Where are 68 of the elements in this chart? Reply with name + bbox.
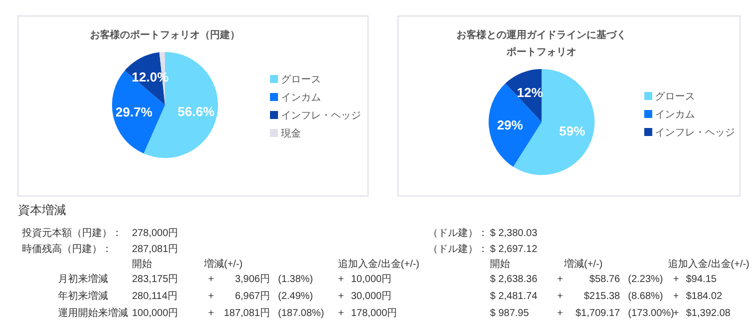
text: 10,000円 bbox=[351, 274, 392, 285]
text: $1,392.08 bbox=[686, 308, 731, 319]
text: + bbox=[557, 274, 564, 285]
legend-label: グロース bbox=[281, 74, 321, 86]
text: + bbox=[557, 308, 564, 319]
legend-label: 現金 bbox=[281, 128, 301, 140]
text: 開始 bbox=[132, 259, 152, 270]
text: + bbox=[338, 308, 344, 319]
text: $184.02 bbox=[686, 291, 723, 302]
text: $ 2,481.74 bbox=[490, 291, 538, 302]
text: + bbox=[338, 274, 344, 285]
text: 追加入金/出金(+/-) bbox=[668, 258, 750, 270]
text: 178,000円 bbox=[351, 308, 398, 319]
text: 時価残高（円建）： bbox=[22, 243, 112, 255]
legend-label: インフレ・ヘッジ bbox=[655, 128, 736, 138]
text: + bbox=[208, 291, 214, 302]
text: 278,000円 bbox=[132, 228, 178, 239]
legend-label: インカム bbox=[655, 110, 696, 120]
text: 280,114円 bbox=[132, 291, 178, 302]
text: 月初来増減 bbox=[58, 273, 108, 285]
chart-title: お客様のポートフォリオ（円建） bbox=[90, 29, 240, 41]
text: + bbox=[208, 308, 214, 319]
text: 100,000円 bbox=[132, 308, 178, 319]
text: $ 2,697.12 bbox=[490, 244, 538, 255]
chart-title: お客様との運用ガイドラインに基づくポートフォリオ bbox=[456, 29, 627, 58]
text: + bbox=[673, 291, 680, 302]
text: $94.15 bbox=[686, 274, 718, 285]
text: $ 2,638.36 bbox=[490, 274, 538, 285]
text: 運用開始来増減 bbox=[58, 307, 128, 319]
text: 資本増減 bbox=[18, 203, 66, 217]
text: + bbox=[557, 291, 564, 302]
text: 3,906円 bbox=[234, 274, 270, 285]
data-label: 56.6% bbox=[178, 104, 215, 120]
text: $ 2,380.03 bbox=[490, 228, 538, 239]
text: (1.38%) bbox=[278, 274, 314, 285]
text: （ドル建）： bbox=[428, 243, 488, 255]
text: 283,175円 bbox=[132, 274, 178, 285]
text: 追加入金/出金(+/-) bbox=[338, 258, 420, 270]
text: + bbox=[673, 308, 680, 319]
text: $215.38 bbox=[584, 291, 620, 302]
legend-label: グロース bbox=[655, 92, 696, 102]
text: $ 987.95 bbox=[490, 308, 530, 319]
text: $1,709.17 bbox=[576, 308, 620, 319]
text: (2.23%) bbox=[628, 274, 664, 285]
text: (173.00%) bbox=[628, 308, 674, 319]
text: 187,081円 bbox=[224, 308, 270, 319]
text: （ドル建）： bbox=[428, 227, 488, 239]
text: (187.08%) bbox=[278, 308, 324, 319]
data-label: 29% bbox=[496, 117, 524, 132]
text: 30,000円 bbox=[351, 291, 392, 302]
data-label: 29.7% bbox=[116, 104, 153, 120]
text: 増減(+/-) bbox=[563, 258, 603, 270]
text: 開始 bbox=[490, 259, 510, 270]
data-label: 59% bbox=[559, 123, 586, 138]
legend-label: インカム bbox=[281, 92, 321, 104]
text: 年初来増減 bbox=[58, 290, 108, 302]
pie-slice bbox=[488, 83, 542, 167]
text: $58.76 bbox=[589, 274, 620, 285]
text: 増減(+/-) bbox=[203, 258, 243, 270]
text: + bbox=[673, 274, 680, 285]
text: 投資元本額（円建）： bbox=[21, 227, 122, 239]
legend-label: インフレ・ヘッジ bbox=[281, 110, 361, 122]
text: (2.49%) bbox=[278, 291, 314, 302]
text: 287,081円 bbox=[132, 244, 178, 255]
text: + bbox=[338, 291, 344, 302]
text: (8.68%) bbox=[628, 291, 664, 302]
text: 6,967円 bbox=[234, 291, 270, 302]
text: + bbox=[208, 274, 214, 285]
